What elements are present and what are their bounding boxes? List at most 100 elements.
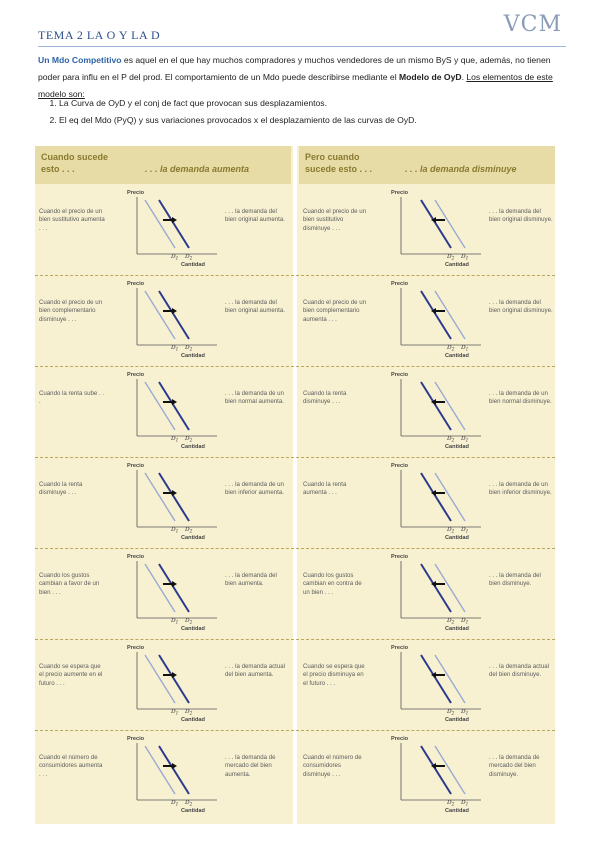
right-arrow-icon [172,217,177,223]
left-arrow-icon [431,217,436,223]
curve-label-left: D1 [170,709,178,717]
axis-y-label: Precio [391,736,409,742]
axis-x-label: Cantidad [445,353,470,359]
condition-text: Cuando la renta aumenta . . . [303,481,347,497]
shift-cell-right: Cuando la renta disminuye . . . . . . la … [299,368,555,458]
result-text: . . . la demanda de mercado del bien aum… [225,754,276,778]
left-arrow-icon [431,308,436,314]
intro-text-1: es aquel en el que hay muchos compradore… [38,55,551,82]
demand-curve-D1 [434,745,466,795]
demand-curve-D1 [144,563,176,613]
demand-curve-D1 [144,654,176,704]
condition-text: Cuando la renta sube . . . [39,390,105,406]
intro-model: Modelo de OyD [399,72,462,82]
row-divider [35,548,555,549]
shift-cell-left: Cuando el número de consumidores aumenta… [35,732,291,822]
condition-text: Cuando el precio de un bien complementar… [303,299,367,323]
condition-text: Cuando la renta disminuye . . . [303,390,347,406]
axis-y-label: Precio [127,281,145,287]
right-arrow-icon [172,763,177,769]
axis-x-label: Cantidad [181,444,206,450]
curve-label-right: D1 [460,254,468,262]
demand-curve-D2 [420,654,452,704]
demand-shift-table: Cuando sucede esto . . . . . . la demand… [35,146,555,824]
right-arrow-icon [172,308,177,314]
result-text: . . . la demanda del bien original dismi… [489,299,553,315]
row-divider [35,457,555,458]
result-text: . . . la demanda de un bien inferior aum… [225,481,284,497]
result-text: . . . la demanda de un bien normal aumen… [225,390,284,406]
curve-label-right: D2 [184,436,193,444]
curve-label-right: D2 [184,527,193,535]
demand-curve-D1 [144,745,176,795]
shift-cell-left: Cuando el precio de un bien complementar… [35,277,291,367]
result-text: . . . la demanda del bien original aumen… [225,299,285,315]
row-divider [35,730,555,731]
demand-curve-D2 [158,563,190,613]
condition-text: Cuando se espera que el precio disminuya… [303,663,365,687]
demand-curve-D1 [434,654,466,704]
shift-cell-left: Cuando la renta sube . . . . . . la deman… [35,368,291,458]
condition-text: Cuando la renta disminuye . . . [39,481,83,497]
right-column-header: Pero cuando sucede esto . . . . . . la d… [299,146,555,184]
result-text: . . . la demanda de un bien normal dismi… [489,390,552,406]
condition-text: Cuando los gustos cambian a favor de un … [39,572,100,596]
axis-x-label: Cantidad [445,808,470,814]
demand-curve-D1 [144,199,176,249]
demand-curve-D1 [434,563,466,613]
axis-y-label: Precio [391,372,409,378]
axis-x-label: Cantidad [181,808,206,814]
condition-text: Cuando el precio de un bien complementar… [39,299,103,323]
result-text: . . . la demanda del bien original aumen… [225,208,285,224]
author-logo: VCM [503,12,562,37]
axis-y-label: Precio [391,190,409,196]
axis-x-label: Cantidad [445,717,470,723]
curve-label-right: D1 [460,709,468,717]
left-head-c: . . . la demanda aumenta [145,164,250,174]
demand-curve-D2 [420,563,452,613]
axis-y-label: Precio [127,645,145,651]
right-head-a: Pero cuando [305,152,360,162]
curve-label-left: D2 [446,709,455,717]
shift-cell-right: Cuando la renta aumenta . . . . . . la de… [299,459,555,549]
curve-label-right: D2 [184,618,193,626]
curve-label-right: D1 [460,527,468,535]
axis-y-label: Precio [127,463,145,469]
condition-text: Cuando el número de consumidores disminu… [303,754,362,778]
curve-label-right: D2 [184,345,193,353]
curve-label-left: D1 [170,800,178,808]
axis-x-label: Cantidad [181,535,206,541]
shift-cell-right: Cuando los gustos cambian en contra de u… [299,550,555,640]
axis-x-label: Cantidad [181,353,206,359]
curve-label-left: D1 [170,254,178,262]
axis-x-label: Cantidad [445,535,470,541]
demand-curve-D2 [420,290,452,340]
demand-curve-D2 [158,472,190,522]
curve-label-right: D1 [460,618,468,626]
demand-curve-D1 [144,381,176,431]
list-item: La Curva de OyD y el conj de fact que pr… [59,95,579,112]
shift-cell-left: Cuando el precio de un bien sustitutivo … [35,186,291,276]
shift-cell-left: Cuando la renta disminuye . . . . . . la … [35,459,291,549]
result-text: . . . la demanda de un bien inferior dis… [489,481,552,497]
curve-label-left: D2 [446,527,455,535]
axis-y-label: Precio [127,372,145,378]
right-arrow-icon [172,399,177,405]
result-text: . . . la demanda del bien aumenta. [225,572,277,588]
left-arrow-icon [431,672,436,678]
condition-text: Cuando se espera que el precio aumente e… [39,663,103,687]
curve-label-left: D1 [170,618,178,626]
left-arrow-icon [431,581,436,587]
column-divider [293,146,297,824]
axis-y-label: Precio [391,281,409,287]
demand-curve-D2 [420,199,452,249]
right-arrow-icon [172,581,177,587]
demand-curve-D1 [144,290,176,340]
right-head-b: sucede esto . . . [305,164,373,174]
